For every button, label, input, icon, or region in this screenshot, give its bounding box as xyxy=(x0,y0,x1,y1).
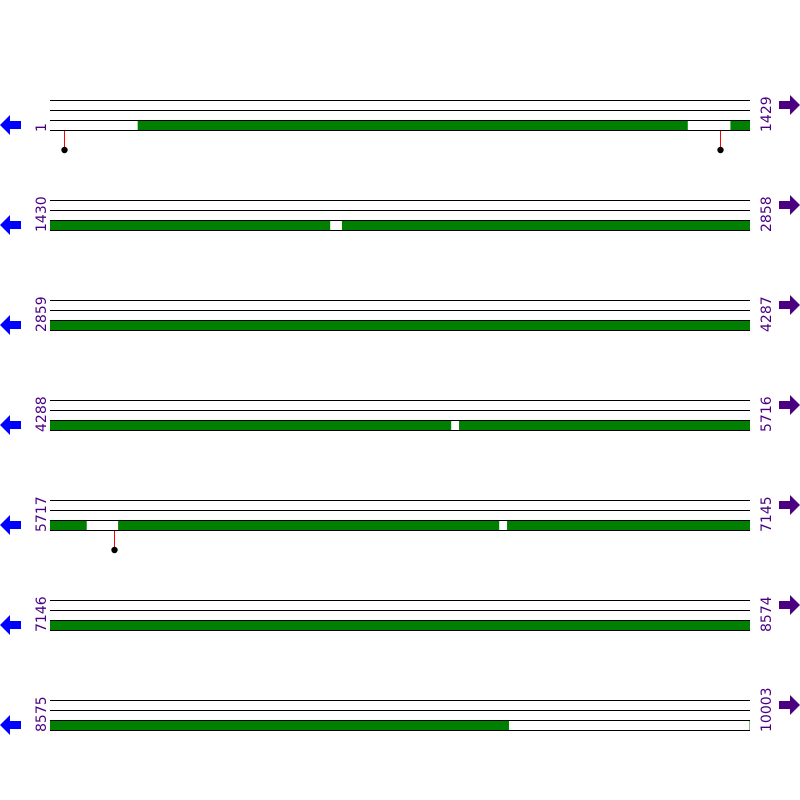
sequence-row: 1430 2858 xyxy=(0,195,800,235)
gap-segment xyxy=(86,520,119,530)
arrow-left-icon[interactable] xyxy=(0,715,21,735)
arrow-left-icon[interactable] xyxy=(0,215,21,235)
row-end-label: 4287 xyxy=(759,296,775,332)
arrow-left-icon[interactable] xyxy=(0,515,21,535)
arrow-left-icon[interactable] xyxy=(0,415,21,435)
feature-bar xyxy=(50,520,750,530)
feature-bar xyxy=(50,420,750,430)
feature-bar xyxy=(50,320,750,330)
sequence-row: 8575 10003 xyxy=(0,687,800,735)
gap-segment xyxy=(499,520,508,530)
gap-segment xyxy=(508,720,750,730)
row-start-label: 4288 xyxy=(34,396,50,432)
feature-bar xyxy=(50,220,750,230)
arrow-right-icon[interactable] xyxy=(779,595,800,615)
gap-segment xyxy=(330,220,342,230)
row-end-label: 1429 xyxy=(759,96,775,132)
row-start-label: 5717 xyxy=(34,496,50,532)
arrow-left-icon[interactable] xyxy=(0,115,21,135)
arrow-right-icon[interactable] xyxy=(779,395,800,415)
feature-bar xyxy=(50,720,750,730)
arrow-right-icon[interactable] xyxy=(779,95,800,115)
marker-dot[interactable] xyxy=(61,146,68,154)
feature-bar xyxy=(50,120,750,130)
sequence-row: 5717 7145 xyxy=(0,495,800,554)
row-end-label: 2858 xyxy=(759,196,775,232)
row-end-label: 5716 xyxy=(759,396,775,432)
arrow-left-icon[interactable] xyxy=(0,315,21,335)
row-end-label: 10003 xyxy=(759,687,775,732)
arrow-left-icon[interactable] xyxy=(0,615,21,635)
marker-dot[interactable] xyxy=(717,146,724,154)
row-start-label: 8575 xyxy=(34,696,50,732)
marker-dot[interactable] xyxy=(111,546,118,554)
arrow-right-icon[interactable] xyxy=(779,195,800,215)
sequence-row: 1 1429 xyxy=(0,95,800,154)
row-start-label: 7146 xyxy=(34,596,50,632)
row-start-label: 1 xyxy=(34,123,50,132)
row-start-label: 2859 xyxy=(34,296,50,332)
row-end-label: 8574 xyxy=(759,596,775,632)
gap-segment xyxy=(451,420,460,430)
row-end-label: 7145 xyxy=(759,496,775,532)
gap-segment xyxy=(50,120,138,130)
sequence-row: 2859 4287 xyxy=(0,295,800,335)
sequence-row: 4288 5716 xyxy=(0,395,800,435)
arrow-right-icon[interactable] xyxy=(779,695,800,715)
sequence-row: 7146 8574 xyxy=(0,595,800,635)
arrow-right-icon[interactable] xyxy=(779,295,800,315)
arrow-right-icon[interactable] xyxy=(779,495,800,515)
gap-segment xyxy=(687,120,731,130)
feature-bar xyxy=(50,620,750,630)
row-start-label: 1430 xyxy=(34,196,50,232)
